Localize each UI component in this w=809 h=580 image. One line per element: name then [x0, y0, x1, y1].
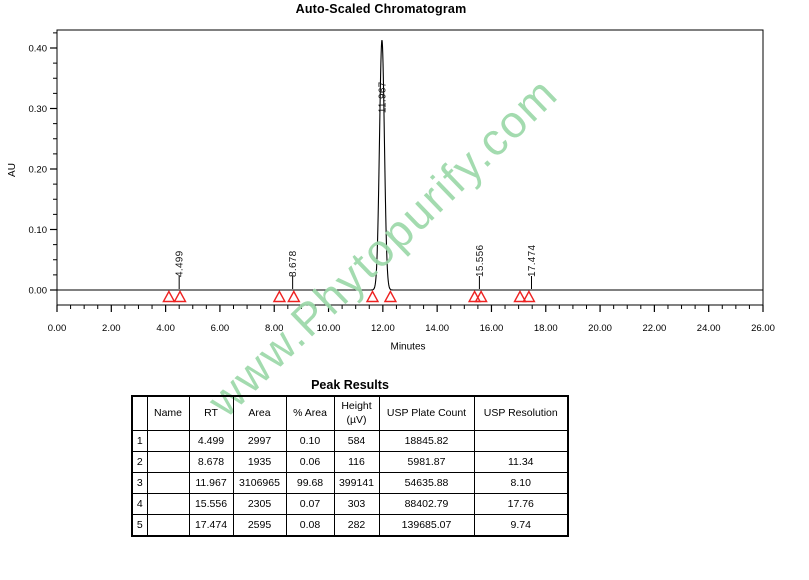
table-header-cell: USP Plate Count — [378, 395, 475, 431]
table-cell: 4.499 — [188, 430, 234, 452]
y-tick-label: 0.30 — [29, 104, 48, 115]
x-tick-label: 18.00 — [534, 323, 558, 334]
table-cell: 5981.87 — [378, 451, 475, 473]
peak-label: 15.556 — [475, 244, 486, 277]
table-cell: 1 — [131, 430, 148, 452]
table-cell: 5 — [131, 514, 148, 537]
x-tick-label: 12.00 — [371, 323, 395, 334]
chromatogram-plot: 0.00 0.10 0.20 0.30 0.40 0.00 2.00 4.00 6.00 8.00… — [7, 29, 775, 353]
y-tick-label: 0.10 — [29, 225, 48, 236]
x-tick-label: 26.00 — [751, 323, 775, 334]
table-row: 5 17.474 2595 0.08 282 139685.07 9.74 — [131, 514, 569, 537]
integration-marker-icon — [383, 290, 398, 303]
integration-marker-icon — [513, 290, 527, 303]
table-cell: 3 — [131, 472, 148, 494]
table-row: 1 4.499 2997 0.10 584 18845.82 — [131, 430, 569, 452]
table-cell: 1935 — [232, 451, 287, 473]
table-header-cell: % Area — [285, 395, 335, 431]
x-tick-label: 8.00 — [265, 323, 284, 334]
table-cell: 139685.07 — [378, 514, 475, 537]
table-cell — [146, 430, 190, 452]
table-cell: 15.556 — [188, 493, 234, 515]
table-cell: 17.474 — [188, 514, 234, 537]
table-header-cell: Height (µV) — [333, 395, 380, 431]
table-header-cell: Area — [232, 395, 287, 431]
integration-marker-icon — [474, 290, 488, 303]
table-cell: 0.08 — [285, 514, 335, 537]
table-cell: 584 — [333, 430, 380, 452]
integration-marker-icon — [173, 290, 187, 303]
x-tick-label: 14.00 — [425, 323, 449, 334]
table-header-cell: RT — [188, 395, 234, 431]
table-header-cell: USP Resolution — [473, 395, 569, 431]
x-tick-label: 0.00 — [48, 323, 67, 334]
x-tick-label: 24.00 — [697, 323, 721, 334]
table-cell: 4 — [131, 493, 148, 515]
table-cell: 9.74 — [473, 514, 569, 537]
table-cell: 0.07 — [285, 493, 335, 515]
chromatogram-trace — [57, 40, 763, 291]
peak-results-table: Name RT Area% Area Height (µV) USP Plate Cou… — [131, 395, 569, 537]
x-tick-label: 20.00 — [588, 323, 612, 334]
integration-marker-icon — [272, 290, 287, 303]
peak-results-tbody: 1 4.499 2997 0.10 584 18845.82 2 8.678 1935 0.06 1… — [131, 430, 569, 537]
table-cell: 99.68 — [285, 472, 335, 494]
peak-results-section: Peak Results Name RT Area% Area Height (µV)… — [131, 378, 569, 537]
peak-label: 17.474 — [527, 244, 538, 277]
x-tick-label: 2.00 — [102, 323, 121, 334]
table-cell — [146, 451, 190, 473]
table-cell: 54635.88 — [378, 472, 475, 494]
table-row: 3 11.967 3106965 99.68 399141 54635.88 8.10 — [131, 472, 569, 494]
table-row: 4 15.556 2305 0.07 303 88402.79 17.76 — [131, 493, 569, 515]
y-tick-label: 0.20 — [29, 165, 48, 176]
x-axis-label: Minutes — [390, 342, 425, 353]
table-cell — [146, 472, 190, 494]
table-cell: 0.06 — [285, 451, 335, 473]
table-cell: 303 — [333, 493, 380, 515]
x-tick-label: 22.00 — [642, 323, 666, 334]
table-cell: 18845.82 — [378, 430, 475, 452]
table-header-cell — [131, 395, 148, 431]
table-cell: 8.678 — [188, 451, 234, 473]
table-header-cell: Name — [146, 395, 190, 431]
x-tick-label: 6.00 — [211, 323, 230, 334]
table-cell — [146, 493, 190, 515]
table-cell: 3106965 — [232, 472, 287, 494]
table-cell: 88402.79 — [378, 493, 475, 515]
table-cell — [146, 514, 190, 537]
x-tick-label: 4.00 — [156, 323, 175, 334]
table-title: Peak Results — [311, 378, 389, 392]
table-cell — [473, 430, 569, 452]
x-tick-label: 10.00 — [317, 323, 341, 334]
table-cell: 2997 — [232, 430, 287, 452]
table-header-row: Name RT Area% Area Height (µV) USP Plate Cou… — [131, 395, 569, 431]
x-tick-label: 16.00 — [480, 323, 504, 334]
table-row: 2 8.678 1935 0.06 116 5981.87 11.34 — [131, 451, 569, 473]
table-cell: 8.10 — [473, 472, 569, 494]
y-tick-label: 0.40 — [29, 44, 48, 55]
table-cell: 282 — [333, 514, 380, 537]
table-cell: 399141 — [333, 472, 380, 494]
integration-marker-icon — [467, 290, 482, 303]
table-cell: 17.76 — [473, 493, 569, 515]
integration-marker-icon — [287, 290, 301, 303]
plot-border — [56, 29, 764, 306]
y-tick-label: 0.00 — [29, 286, 48, 297]
table-cell: 2595 — [232, 514, 287, 537]
table-cell: 2 — [131, 451, 148, 473]
table-cell: 11.967 — [188, 472, 234, 494]
chart-title: Auto-Scaled Chromatogram — [295, 2, 467, 16]
integration-marker-icon — [365, 290, 380, 303]
peak-label: 11.967 — [378, 81, 389, 113]
peak-label: 4.499 — [175, 250, 186, 277]
table-cell: 11.34 — [473, 451, 569, 473]
y-axis-label: AU — [7, 163, 18, 177]
peak-label: 8.678 — [288, 250, 299, 277]
integration-marker-icon — [162, 290, 176, 303]
table-cell: 2305 — [232, 493, 287, 515]
integration-marker-icon — [522, 290, 536, 303]
table-cell: 116 — [333, 451, 380, 473]
table-cell: 0.10 — [285, 430, 335, 452]
